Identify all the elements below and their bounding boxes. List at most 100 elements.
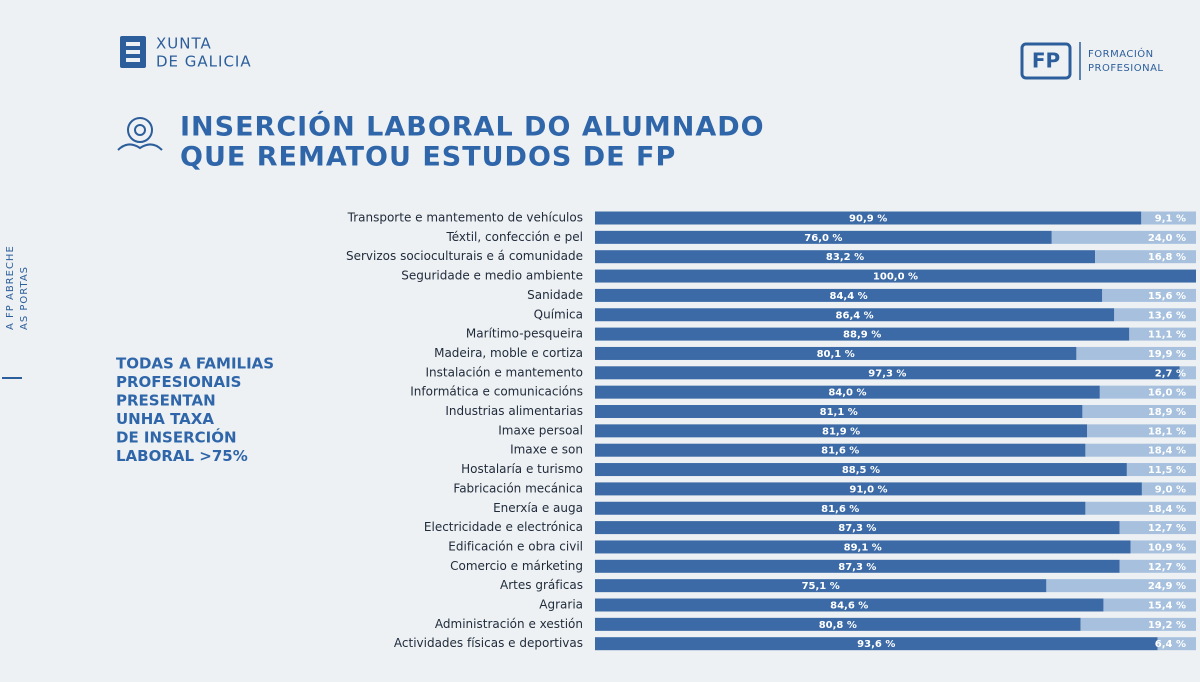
value-label: 90,9 % bbox=[849, 214, 887, 225]
bar-segment bbox=[595, 424, 1088, 438]
value-label: 84,4 % bbox=[830, 291, 868, 302]
value-label: 87,3 % bbox=[838, 523, 876, 534]
category-label: Seguridade e medio ambiente bbox=[401, 269, 583, 283]
brand-line: XUNTA bbox=[156, 35, 212, 53]
value-label: 19,9 % bbox=[1148, 349, 1186, 360]
value-label: 18,1 % bbox=[1148, 426, 1186, 437]
note-line: UNHA TAXA bbox=[116, 410, 214, 428]
value-label: 2,7 % bbox=[1155, 368, 1186, 379]
value-label: 84,6 % bbox=[830, 601, 868, 612]
bar-segment bbox=[1119, 521, 1196, 535]
bar-segment bbox=[595, 443, 1086, 457]
value-label: 81,9 % bbox=[822, 426, 860, 437]
value-label: 18,9 % bbox=[1148, 407, 1186, 418]
value-label: 9,0 % bbox=[1155, 484, 1186, 495]
category-label: Artes gráficas bbox=[500, 578, 583, 592]
bar-segment bbox=[1157, 637, 1196, 651]
value-label: 75,1 % bbox=[802, 581, 840, 592]
category-label: Agraria bbox=[539, 598, 583, 612]
category-label: Hostalaría e turismo bbox=[461, 462, 583, 476]
fp-text: FORMACIÓN bbox=[1088, 47, 1154, 60]
value-label: 88,5 % bbox=[842, 465, 880, 476]
category-label: Industrias alimentarias bbox=[445, 404, 583, 418]
value-label: 89,1 % bbox=[844, 542, 882, 553]
fp-logo bbox=[1020, 42, 1081, 80]
bar-segment bbox=[595, 250, 1096, 264]
category-label: Transporte e mantemento de vehículos bbox=[347, 211, 583, 225]
value-label: 12,7 % bbox=[1148, 523, 1186, 534]
bar-segment bbox=[1082, 405, 1196, 418]
bar-segment bbox=[595, 327, 1130, 341]
value-label: 16,8 % bbox=[1148, 252, 1186, 263]
bar-segment bbox=[595, 521, 1120, 535]
value-label: 91,0 % bbox=[849, 484, 887, 495]
value-label: 11,1 % bbox=[1148, 330, 1186, 341]
bar-segment bbox=[595, 617, 1081, 631]
bar-segment bbox=[595, 211, 1142, 225]
bar-segment bbox=[1141, 211, 1196, 225]
category-label: Enerxía e auga bbox=[493, 501, 583, 515]
category-label: Comercio e márketing bbox=[450, 559, 583, 573]
bar-segment bbox=[595, 269, 1196, 283]
value-label: 10,9 % bbox=[1148, 542, 1186, 553]
bar-segment bbox=[595, 579, 1047, 593]
category-label: Edificación e obra civil bbox=[448, 539, 583, 553]
category-label: Sanidade bbox=[527, 288, 583, 302]
bar-segment bbox=[595, 501, 1086, 515]
value-label: 86,4 % bbox=[836, 310, 874, 321]
fp-text: PROFESIONAL bbox=[1088, 63, 1163, 74]
bar-segment bbox=[595, 405, 1083, 418]
value-label: 93,6 % bbox=[857, 639, 895, 650]
value-label: 81,6 % bbox=[821, 504, 859, 515]
bar-segment bbox=[1051, 230, 1196, 244]
category-label: Madeira, moble e cortiza bbox=[434, 346, 583, 360]
side-text: A FP ABRECHE bbox=[5, 245, 16, 330]
value-label: 83,2 % bbox=[826, 252, 864, 263]
value-label: 18,4 % bbox=[1148, 446, 1186, 457]
bar-segment bbox=[595, 308, 1115, 322]
bar-segment bbox=[1114, 308, 1196, 322]
brand-line: DE GALICIA bbox=[156, 53, 252, 71]
value-label: 19,2 % bbox=[1148, 620, 1186, 631]
bar-segment bbox=[595, 346, 1077, 360]
bar-segment bbox=[1141, 482, 1196, 496]
bar-segment bbox=[595, 288, 1103, 302]
category-label: Administración e xestión bbox=[435, 617, 583, 631]
bar-segment bbox=[1129, 327, 1196, 341]
fp-mark: FP bbox=[1032, 49, 1060, 73]
bar-segment bbox=[1046, 579, 1196, 593]
side-text: AS PORTAS bbox=[19, 266, 30, 330]
note-line: PROFESIONAIS bbox=[116, 373, 241, 391]
bar-segment bbox=[1085, 443, 1196, 457]
bar-segment bbox=[1179, 366, 1196, 380]
title-icon bbox=[117, 117, 163, 151]
bar-segment bbox=[595, 637, 1158, 651]
category-label: Química bbox=[534, 307, 583, 321]
bar-segment bbox=[595, 559, 1120, 573]
category-label: Imaxe e son bbox=[510, 443, 583, 457]
value-label: 84,0 % bbox=[828, 388, 866, 399]
bar-segment bbox=[1126, 463, 1196, 477]
value-label: 76,0 % bbox=[804, 233, 842, 244]
category-label: Imaxe persoal bbox=[498, 423, 583, 437]
title-line: QUE REMATOU ESTUDOS DE FP bbox=[180, 142, 676, 173]
bar-segment bbox=[1102, 288, 1196, 302]
value-label: 9,1 % bbox=[1155, 214, 1186, 225]
bar-segment bbox=[595, 366, 1180, 380]
value-label: 18,4 % bbox=[1148, 504, 1186, 515]
bar-segment bbox=[1119, 559, 1196, 573]
note-line: DE INSERCIÓN bbox=[116, 428, 237, 447]
category-label: Informática e comunicacións bbox=[410, 385, 583, 399]
category-label: Actividades físicas e deportivas bbox=[394, 636, 583, 650]
category-label: Instalación e mantemento bbox=[426, 365, 584, 379]
bar-segment bbox=[595, 482, 1142, 496]
title-line: INSERCIÓN LABORAL DO ALUMNADO bbox=[180, 111, 765, 143]
bar-segment bbox=[1095, 250, 1196, 264]
bar-segment bbox=[1076, 346, 1196, 360]
value-label: 88,9 % bbox=[843, 330, 881, 341]
note: TODAS A FAMILIASPROFESIONAISPRESENTANUNH… bbox=[116, 355, 274, 466]
value-label: 80,1 % bbox=[817, 349, 855, 360]
value-label: 80,8 % bbox=[819, 620, 857, 631]
bar-segment bbox=[1087, 424, 1196, 438]
